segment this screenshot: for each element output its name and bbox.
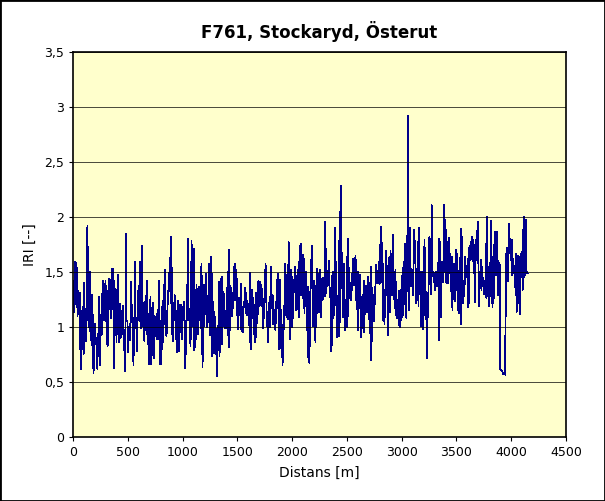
- Title: F761, Stockaryd, Österut: F761, Stockaryd, Österut: [201, 21, 437, 42]
- X-axis label: Distans [m]: Distans [m]: [279, 466, 360, 480]
- Y-axis label: IRI [--]: IRI [--]: [23, 223, 38, 266]
